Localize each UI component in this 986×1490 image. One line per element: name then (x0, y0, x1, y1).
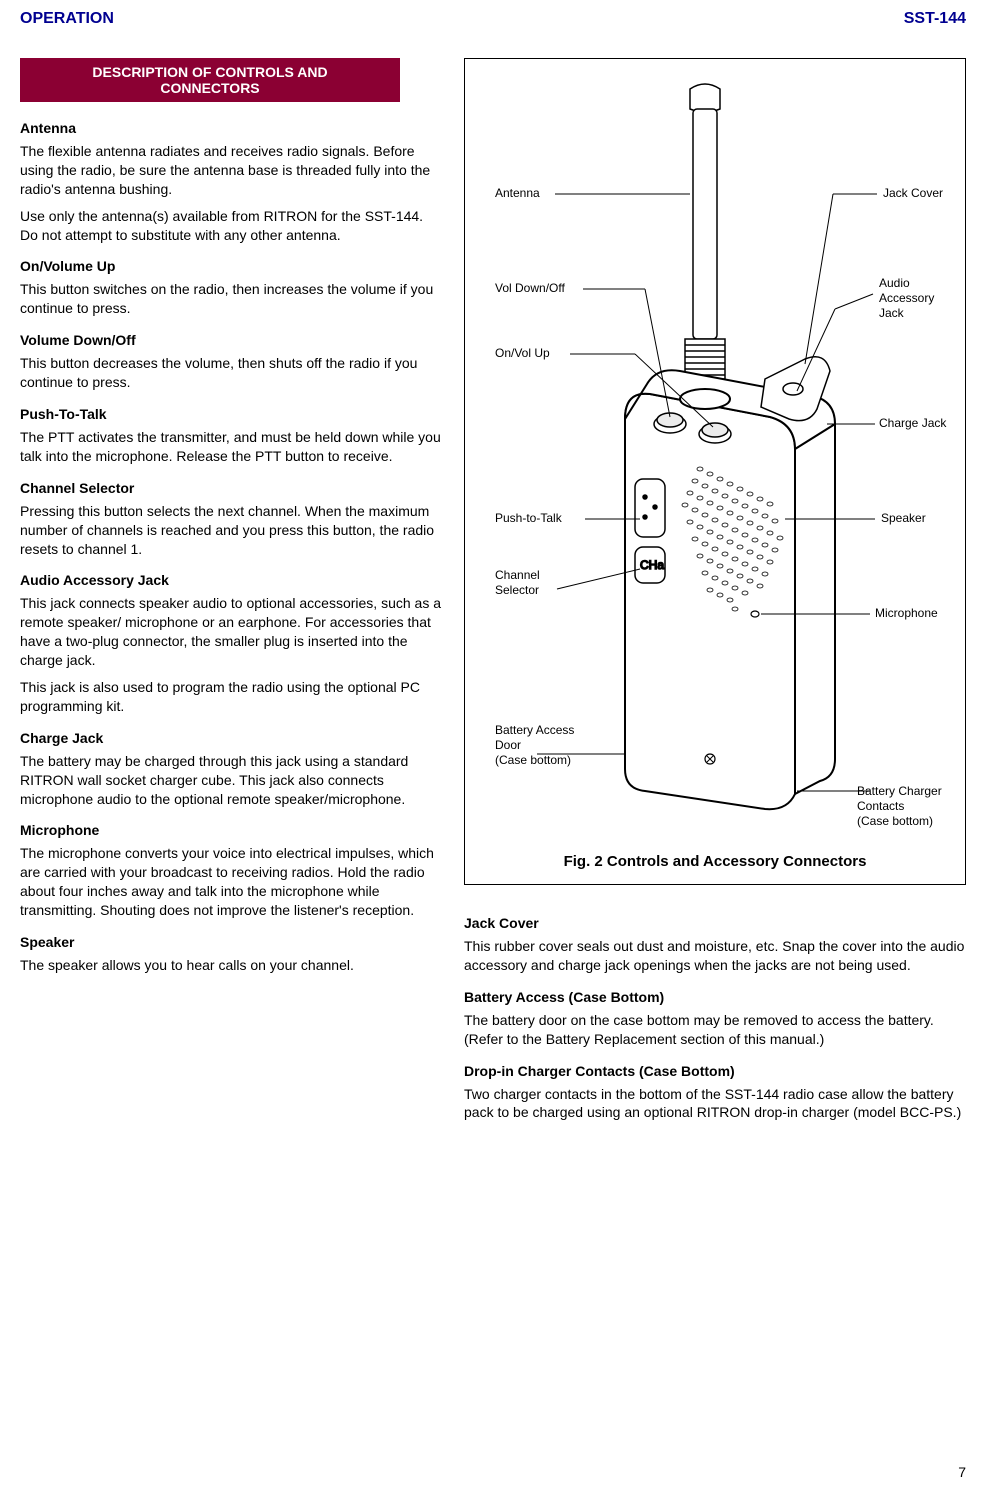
header-right: SST-144 (904, 10, 966, 28)
lbl-chg1: Battery Charger (857, 784, 942, 798)
lbl-chg2: Contacts (857, 799, 904, 813)
lbl-batt3: (Case bottom) (495, 753, 571, 767)
chgjack-p1: The battery may be charged through this … (20, 752, 444, 809)
lbl-speaker: Speaker (881, 511, 926, 525)
svg-text:CHa: CHa (640, 558, 664, 572)
battaccess-p1: The battery door on the case bottom may … (464, 1011, 966, 1049)
jackcover-p1: This rubber cover seals out dust and moi… (464, 937, 966, 975)
left-column: DESCRIPTION OF CONTROLS AND CONNECTORS A… (20, 58, 444, 1130)
lbl-voldown: Vol Down/Off (495, 281, 565, 295)
page-number: 7 (958, 1464, 966, 1480)
lbl-mic: Microphone (875, 606, 938, 620)
lbl-jackcover: Jack Cover (883, 186, 943, 200)
figure-caption: Fig. 2 Controls and Accessory Connectors (475, 853, 955, 870)
mic-p1: The microphone converts your voice into … (20, 844, 444, 920)
page-header: OPERATION SST-144 (20, 10, 966, 28)
lbl-ptt: Push-to-Talk (495, 511, 563, 525)
dropin-p1: Two charger contacts in the bottom of th… (464, 1085, 966, 1123)
antenna-heading: Antenna (20, 120, 444, 136)
lbl-chsel2: Selector (495, 583, 539, 597)
antenna-p1: The flexible antenna radiates and receiv… (20, 142, 444, 199)
lbl-audio2: Accessory (879, 291, 934, 305)
mic-heading: Microphone (20, 822, 444, 838)
audjack-p1: This jack connects speaker audio to opti… (20, 594, 444, 670)
main-columns: DESCRIPTION OF CONTROLS AND CONNECTORS A… (20, 58, 966, 1130)
figure-box: CHa (464, 58, 966, 885)
lbl-audio1: Audio (879, 276, 910, 290)
chsel-p1: Pressing this button selects the next ch… (20, 502, 444, 559)
spk-heading: Speaker (20, 934, 444, 950)
chsel-heading: Channel Selector (20, 480, 444, 496)
lbl-antenna: Antenna (495, 186, 540, 200)
lbl-chgjack: Charge Jack (879, 416, 947, 430)
banner-line2: CONNECTORS (28, 80, 392, 96)
antenna-p2: Use only the antenna(s) available from R… (20, 207, 444, 245)
lbl-onvol: On/Vol Up (495, 346, 550, 360)
ptt-p1: The PTT activates the transmitter, and m… (20, 428, 444, 466)
radio-diagram: CHa (475, 79, 955, 839)
lbl-chsel1: Channel (495, 568, 540, 582)
right-column: CHa (464, 58, 966, 1130)
chgjack-heading: Charge Jack (20, 730, 444, 746)
spk-p1: The speaker allows you to hear calls on … (20, 956, 444, 975)
lbl-audio3: Jack (879, 306, 905, 320)
lbl-chg3: (Case bottom) (857, 814, 933, 828)
lbl-batt2: Door (495, 738, 521, 752)
ptt-heading: Push-To-Talk (20, 406, 444, 422)
dropin-heading: Drop-in Charger Contacts (Case Bottom) (464, 1063, 966, 1079)
onvol-heading: On/Volume Up (20, 258, 444, 274)
section-banner: DESCRIPTION OF CONTROLS AND CONNECTORS (20, 58, 400, 102)
battaccess-heading: Battery Access (Case Bottom) (464, 989, 966, 1005)
voldown-p1: This button decreases the volume, then s… (20, 354, 444, 392)
voldown-heading: Volume Down/Off (20, 332, 444, 348)
audjack-p2: This jack is also used to program the ra… (20, 678, 444, 716)
jackcover-heading: Jack Cover (464, 915, 966, 931)
banner-line1: DESCRIPTION OF CONTROLS AND (28, 64, 392, 80)
audjack-heading: Audio Accessory Jack (20, 572, 444, 588)
lbl-batt1: Battery Access (495, 723, 574, 737)
header-left: OPERATION (20, 10, 114, 28)
figure-svg-wrap: CHa (475, 79, 955, 839)
onvol-p1: This button switches on the radio, then … (20, 280, 444, 318)
